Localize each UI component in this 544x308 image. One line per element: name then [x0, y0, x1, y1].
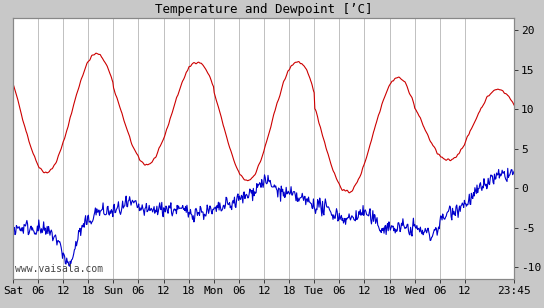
Title: Temperature and Dewpoint [’C]: Temperature and Dewpoint [’C] — [154, 3, 372, 16]
Text: www.vaisala.com: www.vaisala.com — [15, 264, 103, 274]
